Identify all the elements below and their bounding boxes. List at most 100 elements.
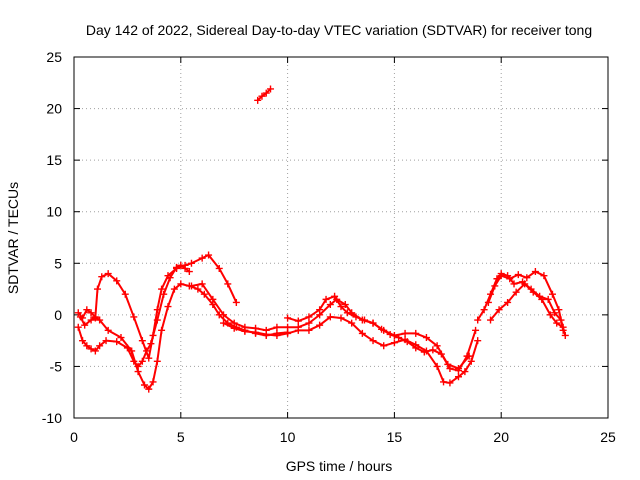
data-point bbox=[76, 313, 84, 321]
x-tick-label: 20 bbox=[493, 429, 509, 445]
data-point bbox=[341, 301, 349, 309]
data-point bbox=[360, 316, 368, 324]
data-point bbox=[87, 345, 95, 353]
series-s3 bbox=[76, 280, 292, 393]
plot-frame bbox=[73, 56, 609, 419]
data-point bbox=[510, 280, 518, 288]
data-point bbox=[83, 342, 91, 350]
data-point bbox=[561, 331, 569, 339]
data-point bbox=[422, 334, 430, 342]
data-point bbox=[369, 319, 377, 327]
data-point bbox=[205, 251, 213, 259]
data-point bbox=[412, 344, 420, 352]
series-s7 bbox=[254, 85, 275, 104]
data-point bbox=[474, 316, 482, 324]
data-series bbox=[74, 85, 569, 393]
data-point bbox=[506, 275, 514, 283]
data-point bbox=[232, 298, 240, 306]
data-point bbox=[145, 354, 153, 362]
data-point bbox=[130, 313, 138, 321]
data-point bbox=[262, 330, 270, 338]
data-point bbox=[104, 326, 112, 334]
data-point bbox=[497, 272, 505, 280]
data-point bbox=[284, 329, 292, 337]
y-axis-label: SDTVAR / TECUs bbox=[5, 182, 21, 294]
data-point bbox=[538, 295, 546, 303]
data-point bbox=[446, 364, 454, 372]
data-point bbox=[140, 381, 148, 389]
data-point bbox=[198, 280, 206, 288]
data-point bbox=[215, 264, 223, 272]
series-line bbox=[286, 295, 477, 372]
data-point bbox=[273, 323, 281, 331]
series-line bbox=[489, 282, 565, 329]
data-point bbox=[153, 357, 161, 365]
data-point bbox=[158, 326, 166, 334]
y-tick-label: 5 bbox=[54, 255, 62, 271]
data-point bbox=[81, 321, 89, 329]
chart-title: Day 142 of 2022, Sidereal Day-to-day VTE… bbox=[86, 22, 592, 38]
data-point bbox=[294, 326, 302, 334]
data-point bbox=[305, 313, 313, 321]
data-point bbox=[177, 280, 185, 288]
data-point bbox=[91, 314, 99, 322]
data-point bbox=[87, 309, 95, 317]
data-point bbox=[198, 254, 206, 262]
data-point bbox=[187, 282, 195, 290]
data-point bbox=[117, 334, 125, 342]
data-point bbox=[474, 337, 482, 345]
x-axis-label: GPS time / hours bbox=[286, 458, 393, 474]
data-point bbox=[521, 280, 529, 288]
data-point bbox=[514, 271, 522, 279]
data-point bbox=[93, 285, 101, 293]
data-point bbox=[262, 89, 270, 97]
data-point bbox=[484, 298, 492, 306]
data-point bbox=[241, 327, 249, 335]
data-point bbox=[254, 96, 262, 104]
data-point bbox=[284, 323, 292, 331]
data-point bbox=[495, 306, 503, 314]
data-point bbox=[209, 295, 217, 303]
data-point bbox=[395, 334, 403, 342]
data-point bbox=[170, 285, 178, 293]
ticks: 0 5 10 15 20 25 -10 -5 0 5 10 15 20 25 bbox=[42, 49, 616, 445]
data-point bbox=[74, 323, 82, 331]
data-point bbox=[378, 325, 386, 333]
data-point bbox=[220, 319, 228, 327]
data-point bbox=[369, 337, 377, 345]
data-point bbox=[390, 339, 398, 347]
data-point bbox=[220, 311, 228, 319]
series-line bbox=[487, 270, 565, 332]
data-point bbox=[437, 350, 445, 358]
data-point bbox=[164, 272, 172, 280]
data-point bbox=[467, 357, 475, 365]
data-point bbox=[102, 337, 110, 345]
x-tick-label: 25 bbox=[600, 429, 616, 445]
series-line bbox=[190, 282, 471, 370]
data-point bbox=[403, 338, 411, 346]
data-point bbox=[412, 329, 420, 337]
data-point bbox=[194, 285, 202, 293]
x-tick-label: 0 bbox=[70, 429, 78, 445]
data-point bbox=[128, 347, 136, 355]
x-tick-label: 15 bbox=[387, 429, 403, 445]
data-point bbox=[446, 379, 454, 387]
data-point bbox=[187, 259, 195, 267]
data-point bbox=[181, 261, 189, 269]
data-point bbox=[252, 328, 260, 336]
data-point bbox=[331, 292, 339, 300]
data-point bbox=[316, 321, 324, 329]
data-point bbox=[343, 309, 351, 317]
data-point bbox=[348, 319, 356, 327]
data-point bbox=[267, 85, 275, 93]
data-point bbox=[173, 264, 181, 272]
data-point bbox=[523, 274, 531, 282]
data-point bbox=[96, 316, 104, 324]
series-line bbox=[79, 282, 289, 391]
data-point bbox=[121, 290, 129, 298]
data-point bbox=[463, 352, 471, 360]
data-point bbox=[200, 290, 208, 298]
data-point bbox=[551, 309, 559, 317]
data-point bbox=[433, 342, 441, 350]
